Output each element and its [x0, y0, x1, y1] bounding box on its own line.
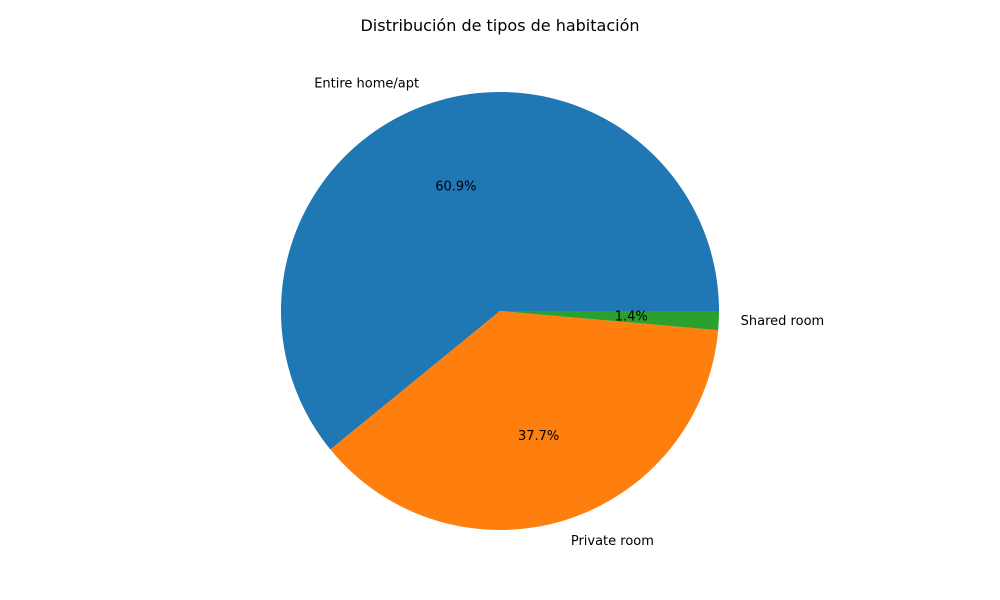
pie-slice-entire-home-apt [281, 91, 719, 450]
pie-slice-private-room [330, 311, 719, 530]
slice-label-entire-home-apt: Entire home/apt [314, 77, 419, 92]
pie-labels: Entire home/apt 60.9% Private room 37.7% Sha… [314, 77, 824, 549]
pie-slice-shared-room [500, 311, 719, 331]
slice-percent-private-room: 37.7% [518, 429, 559, 444]
slice-label-private-room: Private room [571, 534, 654, 549]
pie-slices [281, 91, 719, 530]
slice-percent-entire-home-apt: 60.9% [435, 180, 476, 195]
chart-title: Distribución de tipos de habitación [360, 16, 639, 35]
slice-percent-shared-room: 1.4% [615, 309, 648, 324]
slice-label-shared-room: Shared room [741, 314, 825, 329]
